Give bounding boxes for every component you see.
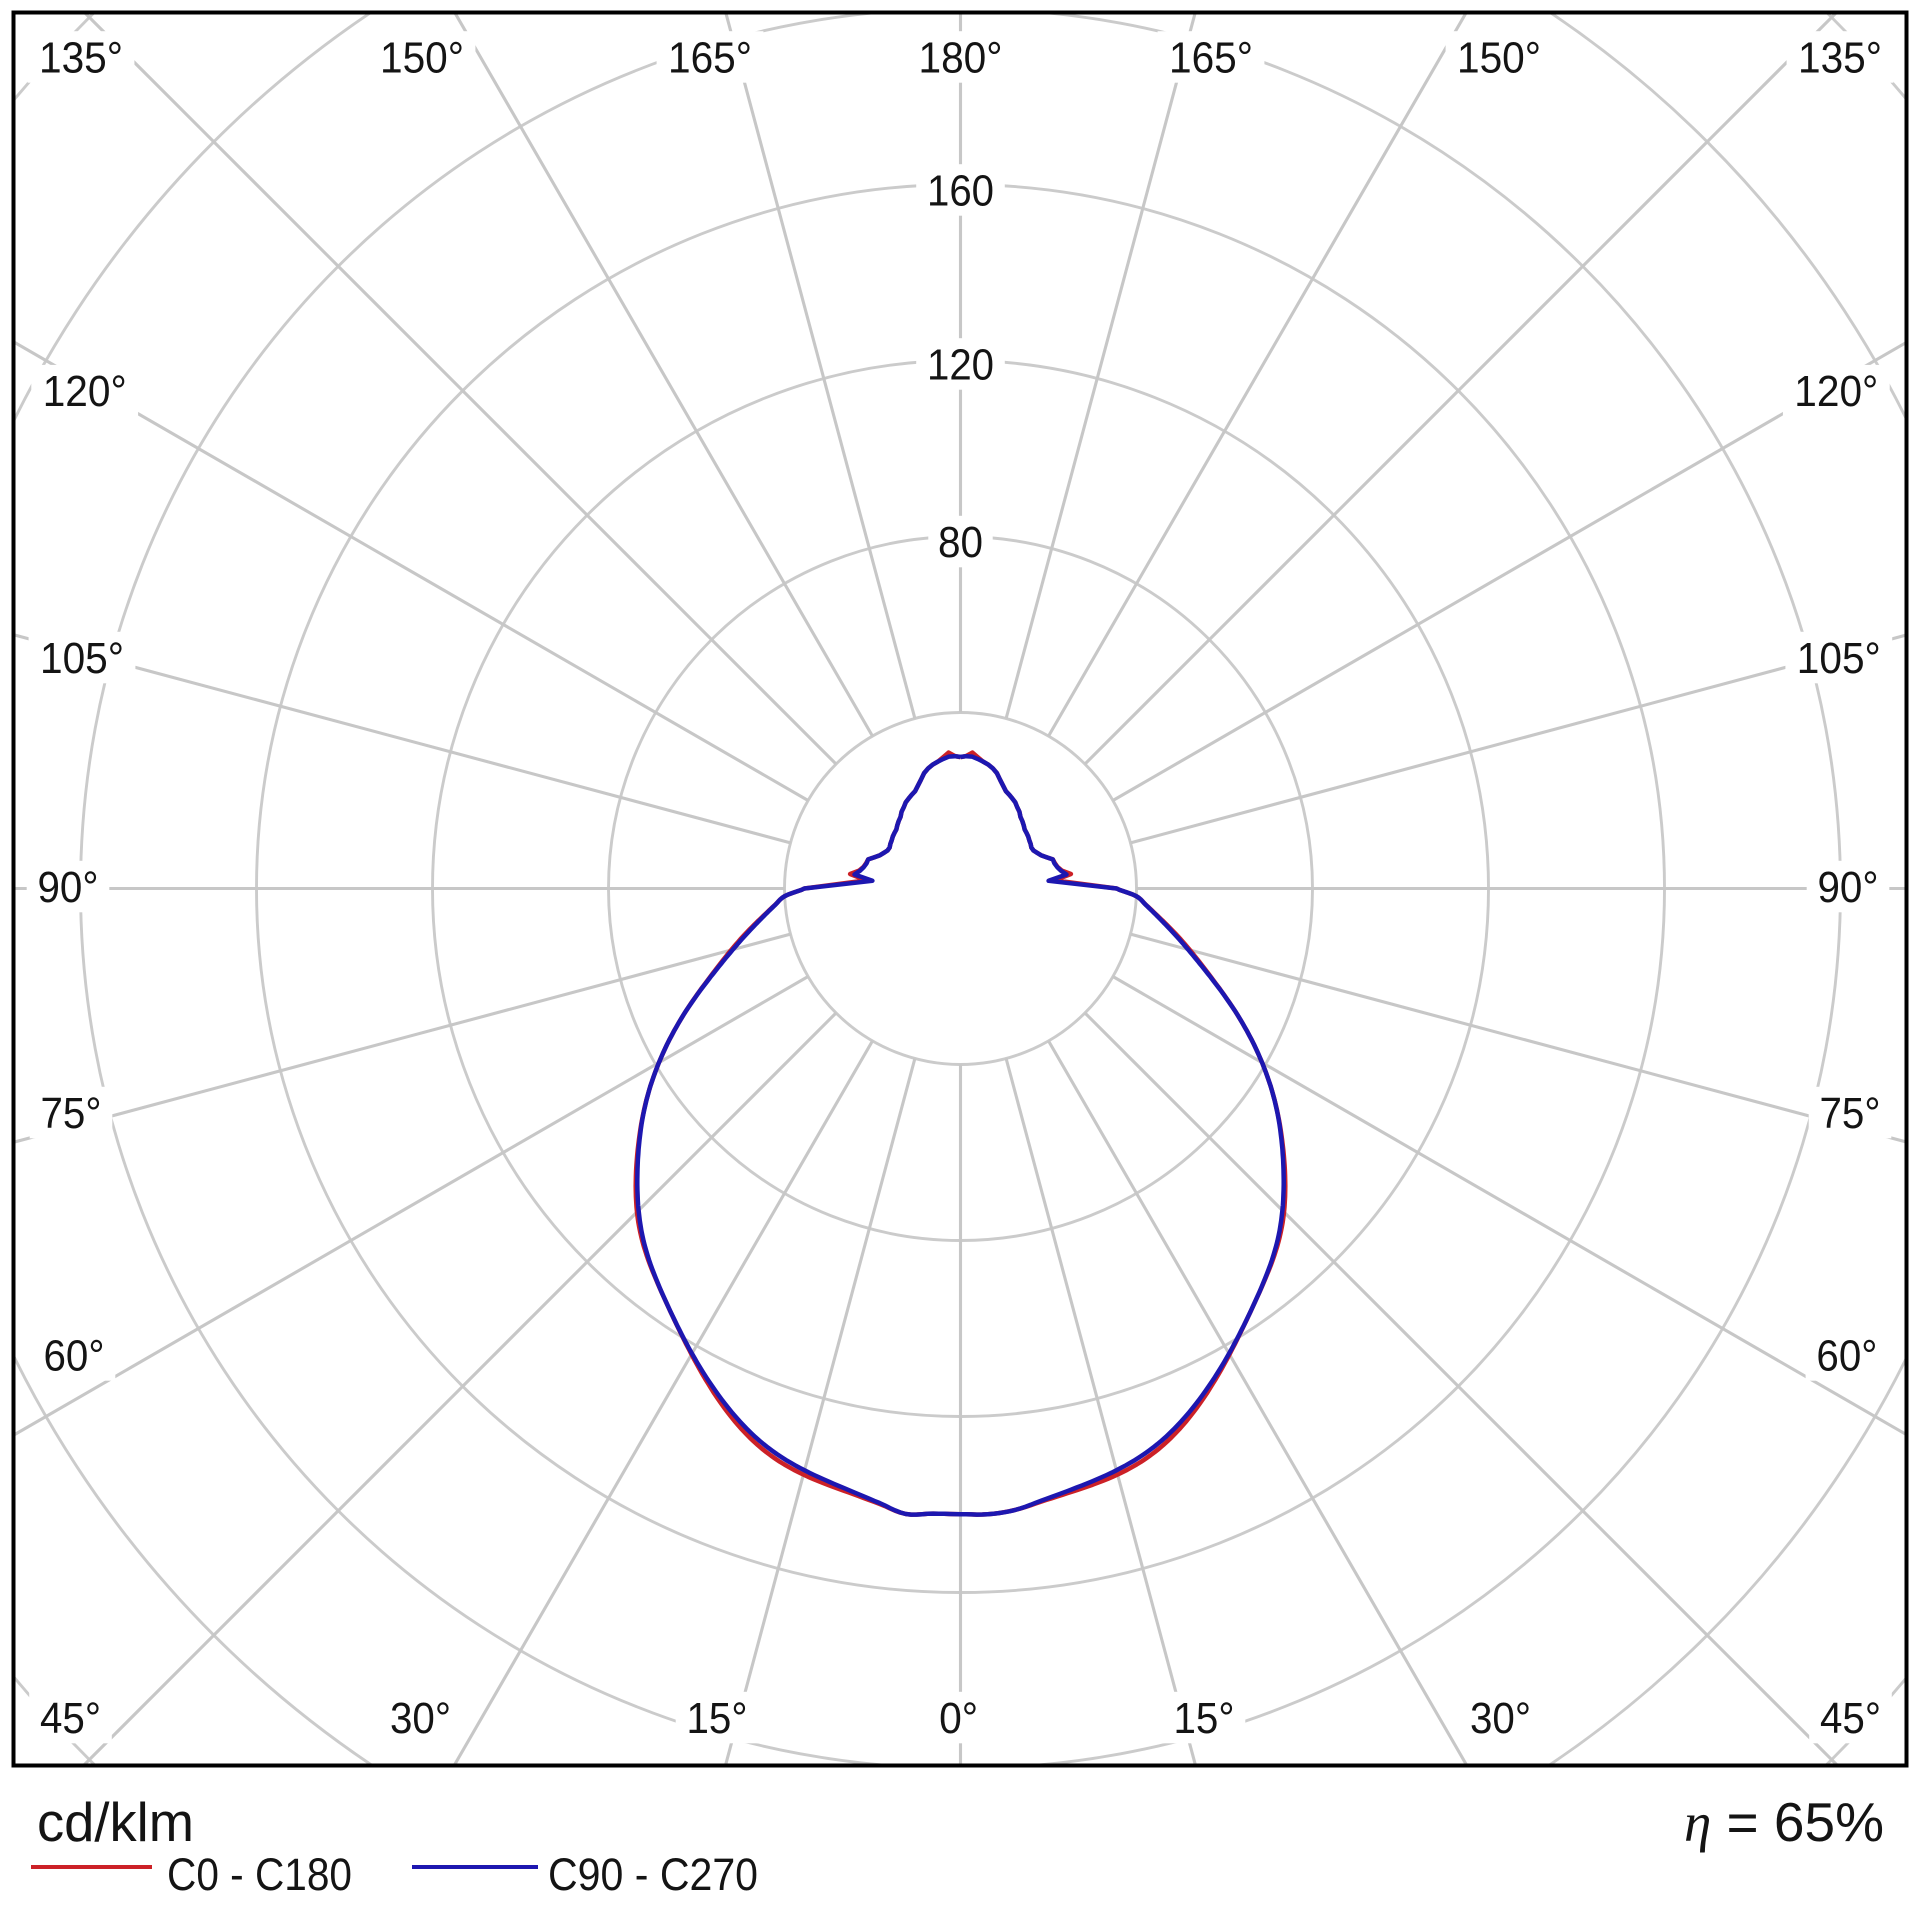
svg-text:cd/klm: cd/klm [37, 1791, 194, 1853]
svg-text:60°: 60° [44, 1332, 105, 1380]
svg-text:90°: 90° [38, 864, 99, 912]
svg-text:15°: 15° [687, 1695, 748, 1743]
svg-text:90°: 90° [1818, 864, 1879, 912]
svg-text:45°: 45° [1820, 1695, 1881, 1743]
svg-text:0°: 0° [939, 1695, 978, 1743]
svg-text:120: 120 [927, 341, 994, 389]
svg-text:30°: 30° [1470, 1695, 1531, 1743]
svg-text:60°: 60° [1816, 1332, 1877, 1380]
svg-text:150°: 150° [380, 34, 464, 82]
svg-text:80: 80 [938, 519, 983, 567]
svg-text:C90 - C270: C90 - C270 [548, 1849, 758, 1900]
svg-text:15°: 15° [1174, 1695, 1235, 1743]
svg-text:165°: 165° [668, 34, 752, 82]
svg-text:105°: 105° [40, 635, 124, 683]
svg-text:135°: 135° [1798, 34, 1882, 82]
svg-text:C0 - C180: C0 - C180 [167, 1849, 352, 1900]
svg-text:135°: 135° [39, 34, 123, 82]
svg-text:120°: 120° [43, 368, 127, 416]
svg-text:180°: 180° [919, 34, 1003, 82]
svg-text:160: 160 [927, 167, 994, 215]
svg-text:45°: 45° [40, 1695, 101, 1743]
svg-text:120°: 120° [1794, 368, 1878, 416]
svg-text:75°: 75° [1820, 1090, 1881, 1138]
svg-text:150°: 150° [1457, 34, 1541, 82]
svg-text:165°: 165° [1169, 34, 1253, 82]
svg-text:75°: 75° [41, 1090, 102, 1138]
svg-text:η = 65%: η = 65% [1684, 1791, 1884, 1853]
svg-text:105°: 105° [1797, 635, 1881, 683]
svg-text:30°: 30° [390, 1695, 451, 1743]
